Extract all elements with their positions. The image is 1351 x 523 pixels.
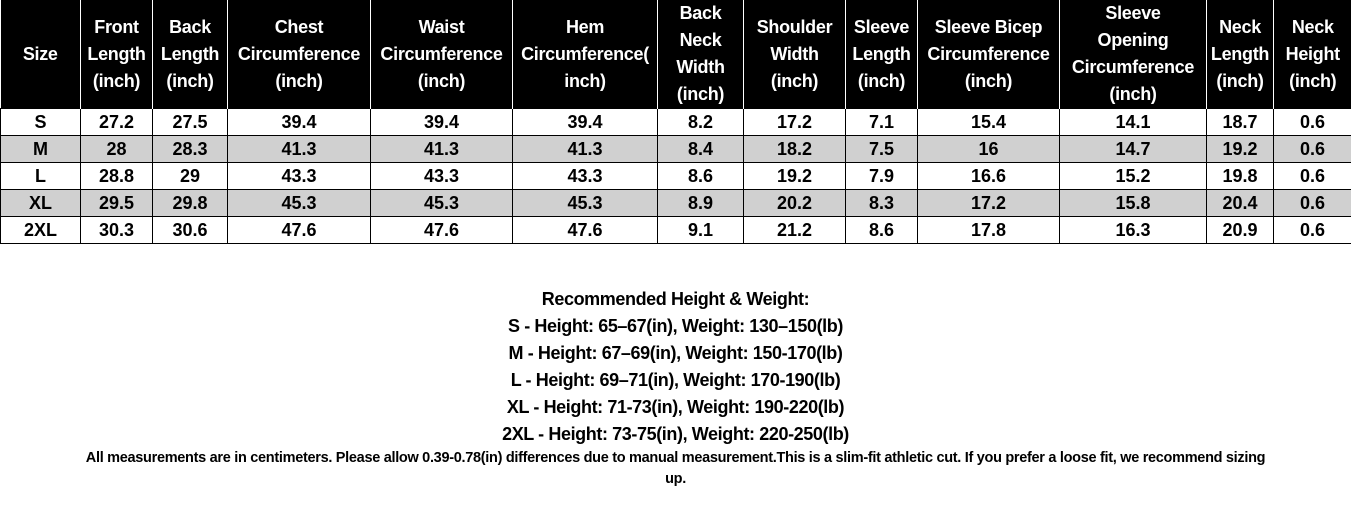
measurement-cell: 15.2	[1059, 162, 1207, 190]
measurement-cell: 29.5	[80, 189, 153, 217]
measurement-cell: 15.4	[917, 108, 1060, 136]
recommendations-section: Recommended Height & Weight: S - Height:…	[0, 286, 1351, 490]
size-chart-table: Size Front Length (inch) Back Length (inch…	[0, 0, 1351, 244]
measurement-cell: 21.2	[743, 216, 846, 244]
measurement-cell: 8.6	[657, 162, 744, 190]
measurement-cell: 45.3	[512, 189, 658, 217]
table-row: 2XL 30.3 30.6 47.6 47.6 47.6 9.1 21.2 8.6 17.8 16.…	[0, 216, 1351, 244]
measurement-cell: 19.8	[1206, 162, 1274, 190]
measurement-cell: 20.4	[1206, 189, 1274, 217]
measurement-cell: 0.6	[1273, 108, 1351, 136]
column-header: Back Length (inch)	[152, 0, 228, 109]
column-header: Neck Height (inch)	[1273, 0, 1351, 109]
column-header: Sleeve Length (inch)	[845, 0, 918, 109]
measurement-cell: 43.3	[512, 162, 658, 190]
measurement-cell: 17.8	[917, 216, 1060, 244]
measurement-footnote: All measurements are in centimeters. Ple…	[85, 450, 1266, 487]
measurement-cell: 47.6	[227, 216, 371, 244]
measurement-cell: 47.6	[370, 216, 513, 244]
measurement-cell: 43.3	[370, 162, 513, 190]
measurement-cell: 0.6	[1273, 216, 1351, 244]
measurement-cell: 8.4	[657, 135, 744, 163]
column-header: Back Neck Width (inch)	[657, 0, 744, 109]
measurement-cell: 7.9	[845, 162, 918, 190]
recommendation-line: S - Height: 65–67(in), Weight: 130–150(l…	[508, 316, 843, 336]
table-body: S 27.2 27.5 39.4 39.4 39.4 8.2 17.2 7.1 15.4 14.1 1…	[0, 108, 1351, 244]
measurement-cell: 16.3	[1059, 216, 1207, 244]
measurement-cell: 43.3	[227, 162, 371, 190]
recommendation-line: 2XL - Height: 73-75(in), Weight: 220-250…	[502, 424, 849, 444]
measurement-cell: 28.3	[152, 135, 228, 163]
size-cell: M	[0, 135, 81, 163]
measurement-cell: 29	[152, 162, 228, 190]
measurement-cell: 14.7	[1059, 135, 1207, 163]
column-header: Front Length (inch)	[80, 0, 153, 109]
measurement-cell: 45.3	[227, 189, 371, 217]
column-header: Hem Circumference( inch)	[512, 0, 658, 109]
measurement-cell: 18.2	[743, 135, 846, 163]
table-row: M 28 28.3 41.3 41.3 41.3 8.4 18.2 7.5 16 14.7 19.2 0…	[0, 135, 1351, 163]
size-cell: S	[0, 108, 81, 136]
measurement-cell: 16	[917, 135, 1060, 163]
column-header: Neck Length (inch)	[1206, 0, 1274, 109]
measurement-cell: 29.8	[152, 189, 228, 217]
measurement-cell: 39.4	[370, 108, 513, 136]
measurement-cell: 45.3	[370, 189, 513, 217]
measurement-cell: 18.7	[1206, 108, 1274, 136]
measurement-cell: 0.6	[1273, 162, 1351, 190]
measurement-cell: 27.2	[80, 108, 153, 136]
column-header: Size	[0, 0, 81, 109]
measurement-cell: 39.4	[512, 108, 658, 136]
measurement-cell: 8.3	[845, 189, 918, 217]
size-cell: 2XL	[0, 216, 81, 244]
measurement-cell: 39.4	[227, 108, 371, 136]
measurement-cell: 41.3	[227, 135, 371, 163]
measurement-cell: 14.1	[1059, 108, 1207, 136]
recommendation-line: XL - Height: 71-73(in), Weight: 190-220(…	[506, 397, 845, 417]
recommendation-line: L - Height: 69–71(in), Weight: 170-190(l…	[510, 370, 841, 390]
measurement-cell: 17.2	[743, 108, 846, 136]
measurement-cell: 7.1	[845, 108, 918, 136]
measurement-cell: 20.9	[1206, 216, 1274, 244]
measurement-cell: 19.2	[743, 162, 846, 190]
measurement-cell: 28.8	[80, 162, 153, 190]
recommendation-line: M - Height: 67–69(in), Weight: 150-170(l…	[508, 343, 843, 363]
size-cell: L	[0, 162, 81, 190]
measurement-cell: 20.2	[743, 189, 846, 217]
table-header-row: Size Front Length (inch) Back Length (inch…	[0, 0, 1351, 109]
measurement-cell: 0.6	[1273, 189, 1351, 217]
measurement-cell: 17.2	[917, 189, 1060, 217]
column-header: Chest Circumference (inch)	[227, 0, 371, 109]
measurement-cell: 8.9	[657, 189, 744, 217]
measurement-cell: 16.6	[917, 162, 1060, 190]
measurement-cell: 27.5	[152, 108, 228, 136]
measurement-cell: 30.6	[152, 216, 228, 244]
measurement-cell: 0.6	[1273, 135, 1351, 163]
recommendations-title: Recommended Height & Weight:	[541, 289, 810, 309]
measurement-cell: 41.3	[512, 135, 658, 163]
table-row: S 27.2 27.5 39.4 39.4 39.4 8.2 17.2 7.1 15.4 14.1 1…	[0, 108, 1351, 136]
measurement-cell: 41.3	[370, 135, 513, 163]
measurement-cell: 7.5	[845, 135, 918, 163]
column-header: Shoulder Width (inch)	[743, 0, 846, 109]
size-cell: XL	[0, 189, 81, 217]
table-row: XL 29.5 29.8 45.3 45.3 45.3 8.9 20.2 8.3 17.2 15.8…	[0, 189, 1351, 217]
measurement-cell: 8.2	[657, 108, 744, 136]
measurement-cell: 9.1	[657, 216, 744, 244]
column-header: Sleeve Bicep Circumference (inch)	[917, 0, 1060, 109]
measurement-cell: 19.2	[1206, 135, 1274, 163]
measurement-cell: 28	[80, 135, 153, 163]
measurement-cell: 47.6	[512, 216, 658, 244]
column-header: Waist Circumference (inch)	[370, 0, 513, 109]
table-row: L 28.8 29 43.3 43.3 43.3 8.6 19.2 7.9 16.6 15.2 19.…	[0, 162, 1351, 190]
column-header: Sleeve Opening Circumference (inch)	[1059, 0, 1207, 109]
measurement-cell: 8.6	[845, 216, 918, 244]
measurement-cell: 15.8	[1059, 189, 1207, 217]
measurement-cell: 30.3	[80, 216, 153, 244]
